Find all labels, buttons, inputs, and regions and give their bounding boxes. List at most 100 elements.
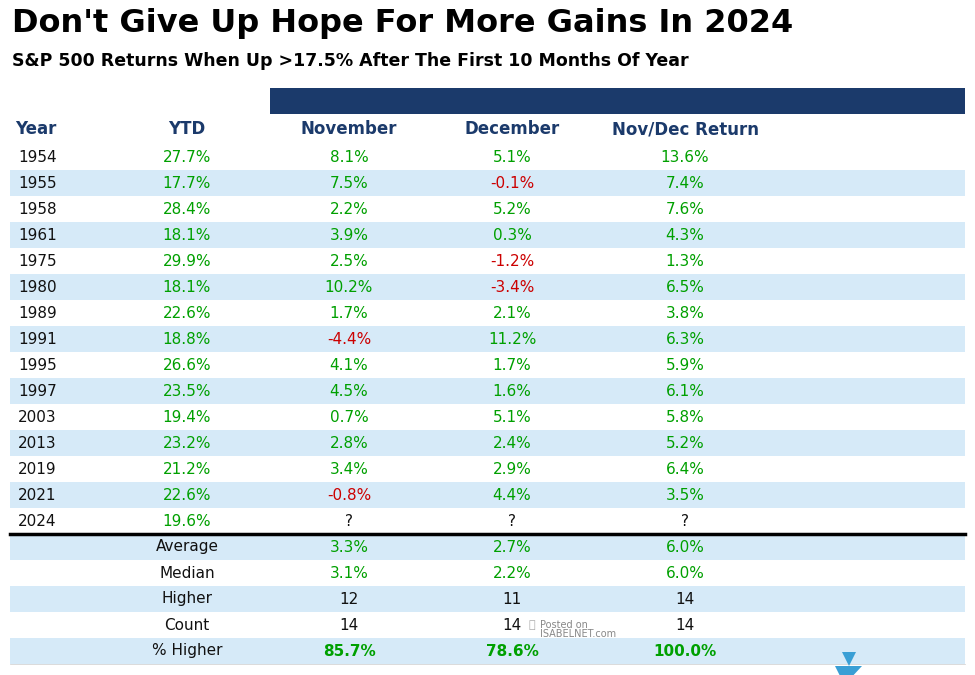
Text: 22.6%: 22.6% xyxy=(163,487,212,502)
Text: 7.5%: 7.5% xyxy=(330,176,369,190)
Text: 3.1%: 3.1% xyxy=(330,566,369,580)
Text: 27.7%: 27.7% xyxy=(163,149,212,165)
Text: 2.7%: 2.7% xyxy=(492,539,531,554)
Text: 4.4%: 4.4% xyxy=(492,487,531,502)
Text: 6.3%: 6.3% xyxy=(666,331,705,346)
Text: Average: Average xyxy=(155,539,218,554)
Text: 0.3%: 0.3% xyxy=(492,227,531,242)
Text: 3.9%: 3.9% xyxy=(330,227,369,242)
Text: 18.1%: 18.1% xyxy=(163,279,212,294)
Text: 18.8%: 18.8% xyxy=(163,331,212,346)
Bar xyxy=(10,430,965,456)
Text: 2003: 2003 xyxy=(18,410,57,425)
Bar xyxy=(10,274,965,300)
Text: 19.6%: 19.6% xyxy=(163,514,212,529)
Text: 19.4%: 19.4% xyxy=(163,410,212,425)
Polygon shape xyxy=(835,652,862,675)
Text: Nov/Dec Return: Nov/Dec Return xyxy=(611,120,759,138)
Text: 29.9%: 29.9% xyxy=(163,254,212,269)
Text: 2.4%: 2.4% xyxy=(492,435,531,450)
Text: 11: 11 xyxy=(502,591,522,607)
Text: 🌐: 🌐 xyxy=(528,620,535,630)
Text: 100.0%: 100.0% xyxy=(653,643,717,659)
Bar xyxy=(10,482,965,508)
Bar xyxy=(10,638,965,664)
Text: 0.7%: 0.7% xyxy=(330,410,369,425)
Bar xyxy=(10,196,965,222)
Text: -0.8%: -0.8% xyxy=(327,487,371,502)
Text: 14: 14 xyxy=(339,618,359,632)
Text: 5.2%: 5.2% xyxy=(492,202,531,217)
Text: 3.8%: 3.8% xyxy=(666,306,704,321)
Text: 5.9%: 5.9% xyxy=(666,358,704,373)
Text: % Higher: % Higher xyxy=(152,643,222,659)
Text: 3.4%: 3.4% xyxy=(330,462,369,477)
Text: 6.5%: 6.5% xyxy=(666,279,704,294)
Text: 1980: 1980 xyxy=(18,279,57,294)
Text: 14: 14 xyxy=(502,618,522,632)
Bar xyxy=(10,378,965,404)
Text: Higher: Higher xyxy=(162,591,213,607)
Text: 7.4%: 7.4% xyxy=(666,176,704,190)
Text: 23.2%: 23.2% xyxy=(163,435,212,450)
Text: 1991: 1991 xyxy=(18,331,57,346)
Text: 6.0%: 6.0% xyxy=(666,539,704,554)
Text: 1961: 1961 xyxy=(18,227,57,242)
Text: 1989: 1989 xyxy=(18,306,57,321)
Text: 5.8%: 5.8% xyxy=(666,410,704,425)
Text: 6.0%: 6.0% xyxy=(666,566,704,580)
Text: 4.5%: 4.5% xyxy=(330,383,369,398)
Bar xyxy=(10,612,965,638)
Text: 22.6%: 22.6% xyxy=(163,306,212,321)
Text: -4.4%: -4.4% xyxy=(327,331,371,346)
Text: 2.5%: 2.5% xyxy=(330,254,369,269)
Text: 1.7%: 1.7% xyxy=(330,306,369,321)
Text: 2.2%: 2.2% xyxy=(330,202,369,217)
Text: 7.6%: 7.6% xyxy=(666,202,704,217)
Text: 8.1%: 8.1% xyxy=(330,149,369,165)
Text: Count: Count xyxy=(165,618,210,632)
Text: S&P 500 Index Returns: S&P 500 Index Returns xyxy=(510,92,725,110)
Text: 26.6%: 26.6% xyxy=(163,358,212,373)
Text: 2.1%: 2.1% xyxy=(492,306,531,321)
Text: 1995: 1995 xyxy=(18,358,57,373)
Text: 3.3%: 3.3% xyxy=(330,539,369,554)
Text: 1.7%: 1.7% xyxy=(492,358,531,373)
Text: 1975: 1975 xyxy=(18,254,57,269)
Text: 23.5%: 23.5% xyxy=(163,383,212,398)
Bar xyxy=(10,456,965,482)
Text: ISABELNET.com: ISABELNET.com xyxy=(540,629,616,639)
Bar xyxy=(10,404,965,430)
Text: 2.2%: 2.2% xyxy=(492,566,531,580)
Text: 5.1%: 5.1% xyxy=(492,410,531,425)
Text: 2.9%: 2.9% xyxy=(492,462,531,477)
Text: 2.8%: 2.8% xyxy=(330,435,369,450)
Text: 1.6%: 1.6% xyxy=(492,383,531,398)
Text: 2024: 2024 xyxy=(18,514,57,529)
Text: 5.1%: 5.1% xyxy=(492,149,531,165)
Text: ?: ? xyxy=(508,514,516,529)
Bar xyxy=(10,326,965,352)
Text: Year: Year xyxy=(15,120,57,138)
Text: 14: 14 xyxy=(676,618,694,632)
Text: -1.2%: -1.2% xyxy=(489,254,534,269)
Text: ?: ? xyxy=(681,514,689,529)
Text: ?: ? xyxy=(345,514,353,529)
Bar xyxy=(10,170,965,196)
Text: Don't Give Up Hope For More Gains In 2024: Don't Give Up Hope For More Gains In 202… xyxy=(12,8,794,39)
Bar xyxy=(10,222,965,248)
Text: 2013: 2013 xyxy=(18,435,57,450)
Bar xyxy=(10,534,965,560)
Text: 28.4%: 28.4% xyxy=(163,202,212,217)
Text: 4.3%: 4.3% xyxy=(666,227,704,242)
Text: 11.2%: 11.2% xyxy=(488,331,536,346)
Bar xyxy=(270,88,965,114)
Text: 14: 14 xyxy=(676,591,694,607)
Text: 6.1%: 6.1% xyxy=(666,383,704,398)
Text: YTD: YTD xyxy=(169,120,206,138)
Bar xyxy=(10,144,965,170)
Text: 5.2%: 5.2% xyxy=(666,435,704,450)
Text: 4.1%: 4.1% xyxy=(330,358,369,373)
Text: 85.7%: 85.7% xyxy=(323,643,375,659)
Text: 12: 12 xyxy=(339,591,359,607)
